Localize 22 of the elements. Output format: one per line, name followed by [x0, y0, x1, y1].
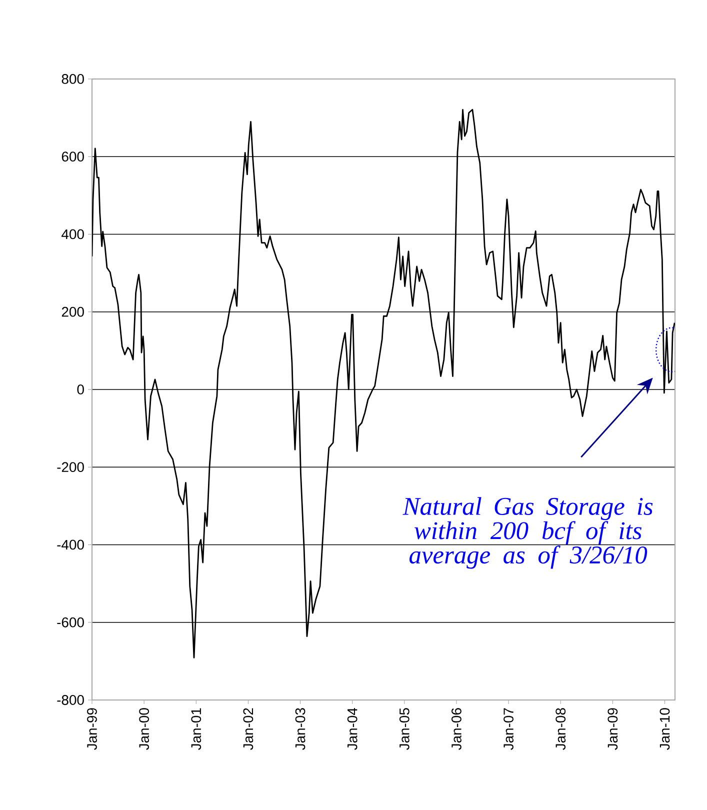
x-tick-label: Jan-08	[556, 708, 566, 750]
annotation: Natural Gas Storage is within 200 bcf of its average as of 3/26/10	[402, 497, 653, 569]
y-tick-label: -200	[57, 462, 84, 472]
x-tick-label: Jan-05	[399, 708, 410, 750]
y-tick-label: 600	[62, 152, 84, 162]
x-tick-label: Jan-10	[660, 708, 670, 750]
x-tick-label: Jan-09	[608, 708, 618, 750]
y-tick-label: 0	[77, 384, 84, 394]
x-tick-label: Jan-04	[347, 708, 358, 750]
x-tick-label: Jan-99	[87, 708, 97, 750]
y-tick-label: 200	[62, 306, 84, 317]
y-tick-label: 800	[62, 74, 84, 84]
x-tick-label: Jan-00	[139, 708, 150, 750]
x-tick-label: Jan-03	[295, 708, 306, 750]
y-tick-label: -600	[57, 617, 84, 628]
y-tick-label: -400	[57, 540, 84, 550]
y-tick-label: -800	[57, 695, 84, 705]
y-tick-label: 400	[62, 229, 84, 240]
x-tick-label: Jan-01	[191, 708, 202, 750]
x-tick-label: Jan-02	[243, 708, 254, 750]
x-tick-label: Jan-06	[452, 708, 462, 750]
x-tick-label: Jan-07	[504, 708, 514, 750]
